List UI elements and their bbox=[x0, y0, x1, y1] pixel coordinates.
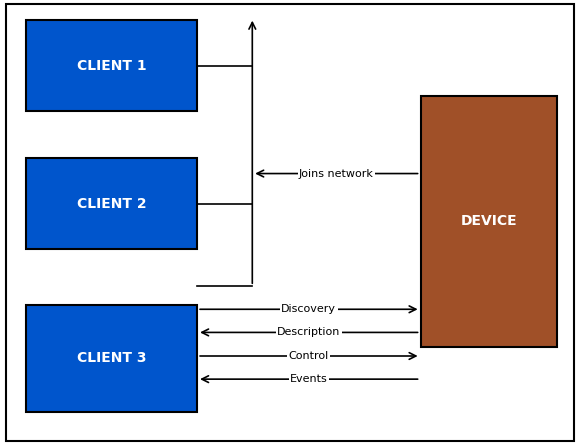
Bar bbox=[26, 20, 197, 111]
Text: CLIENT 2: CLIENT 2 bbox=[77, 197, 147, 210]
Text: Description: Description bbox=[277, 328, 340, 337]
Text: Discovery: Discovery bbox=[281, 304, 336, 314]
Text: CLIENT 1: CLIENT 1 bbox=[77, 59, 147, 73]
Bar bbox=[420, 96, 557, 347]
Text: Joins network: Joins network bbox=[299, 169, 374, 178]
Bar bbox=[26, 305, 197, 412]
Bar bbox=[26, 158, 197, 249]
Text: CLIENT 3: CLIENT 3 bbox=[77, 351, 146, 365]
Text: DEVICE: DEVICE bbox=[461, 214, 517, 228]
Text: Events: Events bbox=[290, 374, 328, 384]
Text: Control: Control bbox=[289, 351, 329, 361]
